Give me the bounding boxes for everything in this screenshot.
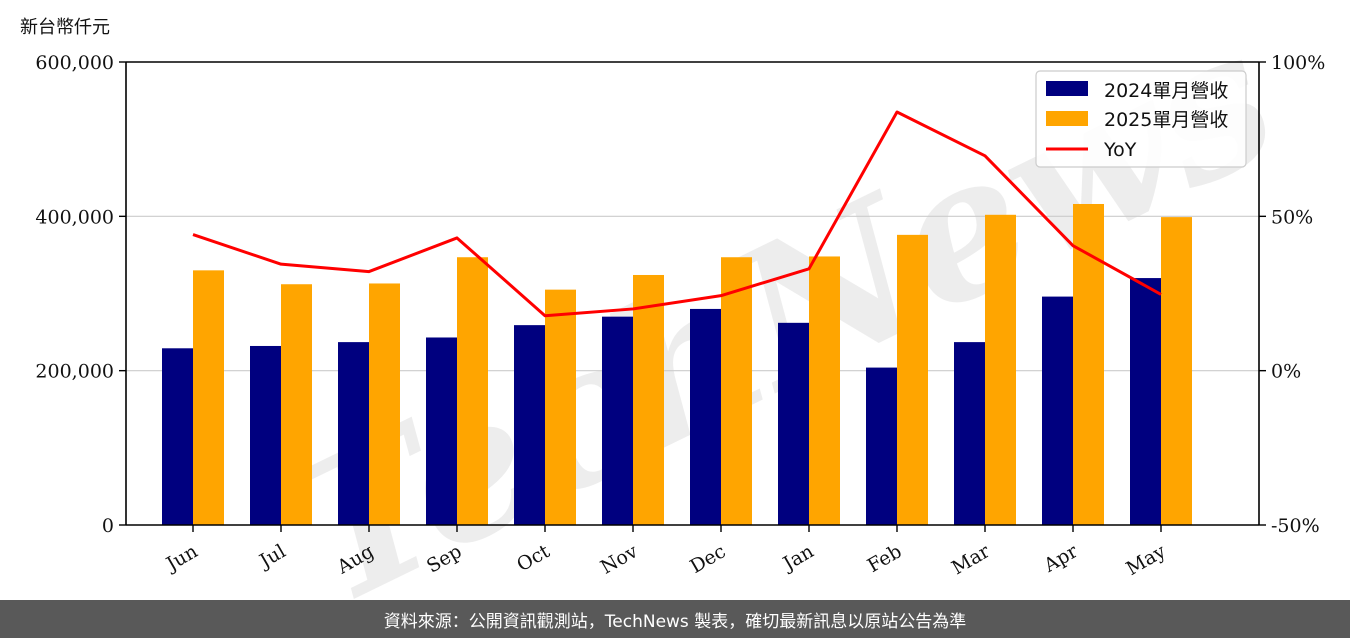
- y2-tick-label: 50%: [1271, 206, 1313, 228]
- revenue-chart: TechNews 新台幣仟元 0200,000400,000600,000-50…: [20, 0, 1325, 600]
- y-tick-label: 200,000: [35, 361, 114, 383]
- bar-2024-sep: [426, 337, 457, 525]
- bar-2024-jan: [778, 322, 809, 525]
- x-tick-label-nov: Nov: [597, 540, 642, 579]
- bar-2025-may: [1161, 217, 1192, 526]
- x-tick-label-jan: Jan: [778, 540, 818, 576]
- bar-2024-aug: [338, 342, 369, 525]
- bar-2024-mar: [954, 342, 985, 525]
- x-tick-label-dec: Dec: [686, 540, 729, 578]
- legend-swatch-2025: [1046, 111, 1088, 126]
- y-tick-label: 0: [102, 515, 114, 537]
- yoy-line-layer: [192, 110, 1162, 318]
- x-tick-label-feb: Feb: [864, 540, 906, 577]
- bar-2024-jun: [162, 348, 193, 525]
- bar-2024-jul: [250, 345, 281, 525]
- bar-2025-dec: [721, 257, 752, 525]
- bar-2024-nov: [602, 316, 633, 525]
- bar-2024-may: [1130, 278, 1161, 525]
- bar-2025-mar: [985, 214, 1016, 526]
- y2-tick-label: -50%: [1271, 515, 1320, 537]
- y-tick-label: 400,000: [35, 206, 114, 228]
- y2-tick-label: 100%: [1271, 52, 1325, 74]
- x-tick-label-apr: Apr: [1039, 540, 1082, 577]
- legend-box: [1035, 70, 1247, 168]
- bar-2024-feb: [866, 367, 897, 525]
- bar-2025-jan: [809, 256, 840, 525]
- bar-2024-dec: [690, 308, 721, 525]
- bar-2025-feb: [897, 234, 928, 525]
- yoy-line: [192, 110, 1162, 318]
- legend-label-2024: 2024單月營收: [1104, 80, 1228, 102]
- x-tick-label-mar: Mar: [948, 540, 994, 579]
- bar-2025-sep: [457, 257, 488, 525]
- bar-2025-jul: [281, 284, 312, 525]
- legend-swatch-2024: [1046, 81, 1088, 96]
- footer-text: 資料來源：公開資訊觀測站，TechNews 製表，確切最新訊息以原站公告為準: [383, 611, 967, 632]
- legend-label-yoy: YoY: [1103, 139, 1137, 161]
- bars: [162, 203, 1192, 526]
- bar-2024-apr: [1042, 296, 1073, 525]
- bar-2025-jun: [193, 270, 224, 525]
- bar-2025-nov: [633, 274, 664, 525]
- bar-2025-apr: [1073, 203, 1104, 525]
- bar-2025-aug: [369, 283, 400, 525]
- y-axis-unit-label: 新台幣仟元: [20, 17, 110, 38]
- x-tick-label-may: May: [1123, 540, 1170, 580]
- bar-2025-oct: [545, 289, 576, 525]
- bar-2024-oct: [514, 325, 545, 525]
- source-footer: 資料來源：公開資訊觀測站，TechNews 製表，確切最新訊息以原站公告為準: [0, 600, 1350, 638]
- y2-tick-label: 0%: [1271, 361, 1301, 383]
- legend: 2024單月營收 2025單月營收 YoY: [1035, 70, 1247, 168]
- x-tick-label-jul: Jul: [254, 540, 289, 573]
- y-tick-label: 600,000: [35, 52, 114, 74]
- chart-area: TechNews 新台幣仟元 0 200,000 400,000 600,000 -50…: [20, 0, 1325, 600]
- x-tick-label-jun: Jun: [161, 540, 202, 576]
- legend-label-2025: 2025單月營收: [1104, 109, 1228, 131]
